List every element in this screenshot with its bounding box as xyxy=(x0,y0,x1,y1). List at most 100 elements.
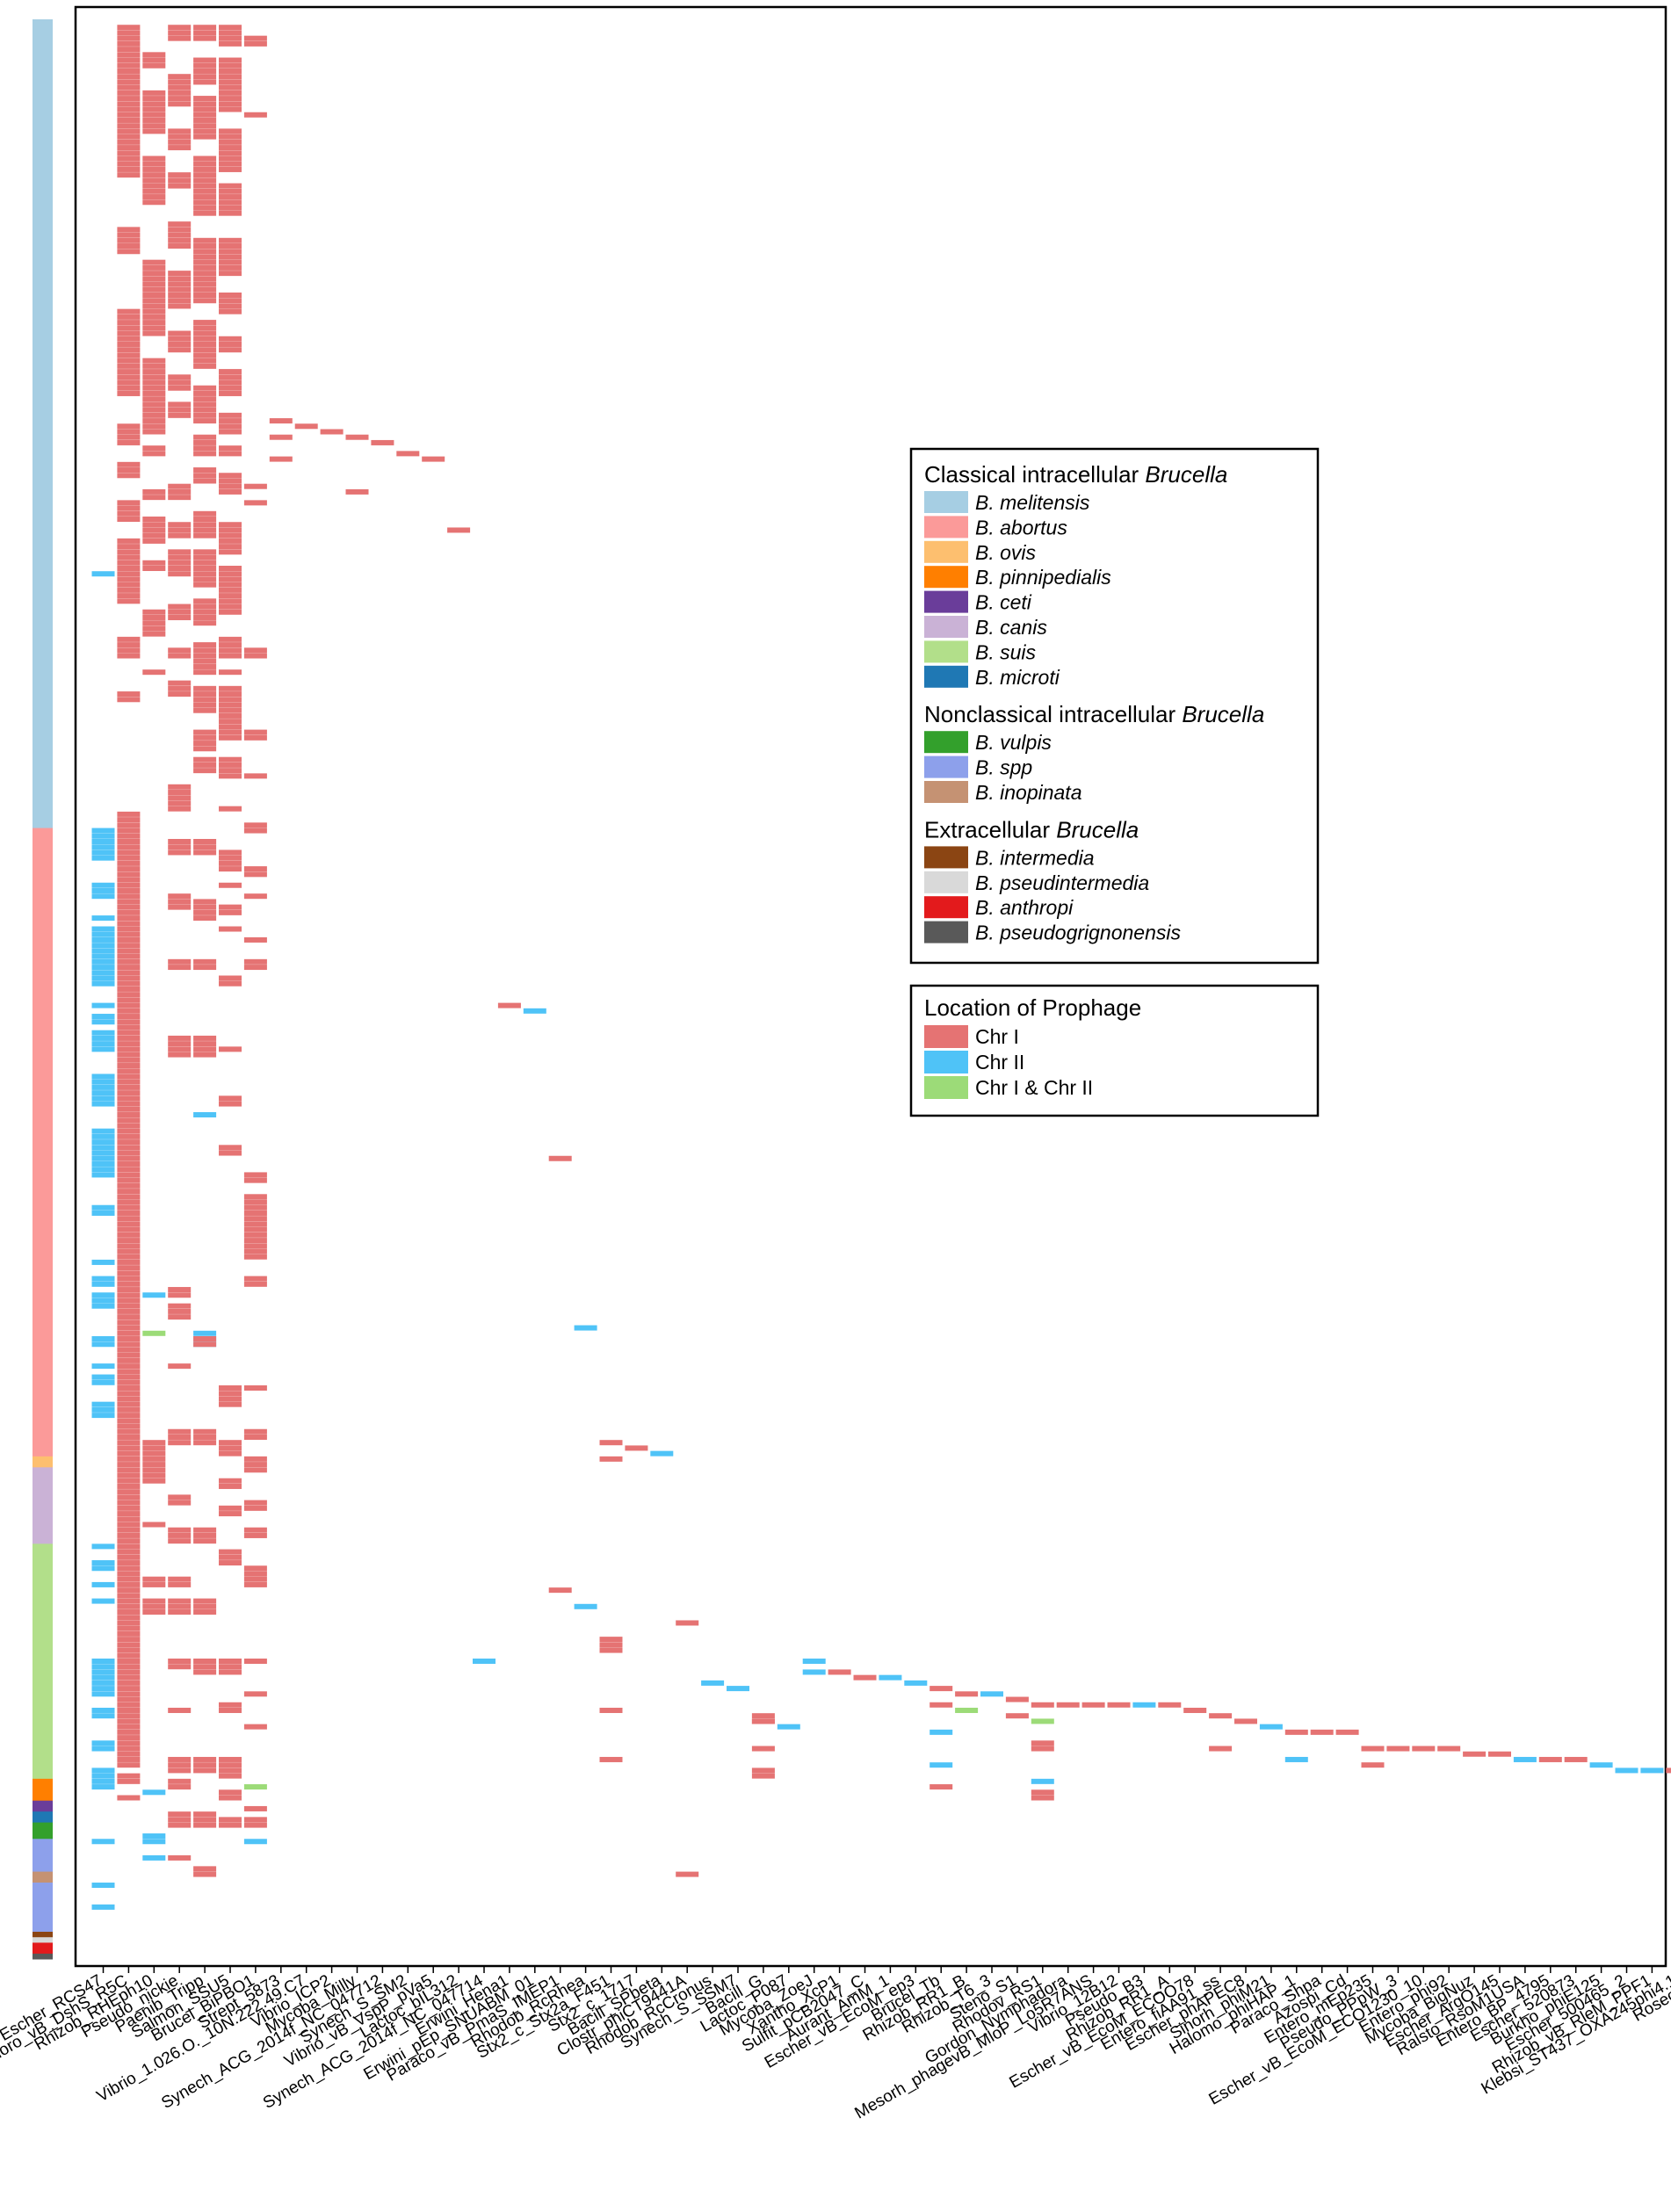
cell-c3-r285 xyxy=(168,1576,192,1582)
cell-c10-r86 xyxy=(345,488,369,495)
cell-c1-r247 xyxy=(117,1369,141,1375)
cell-c6-r259 xyxy=(243,1434,267,1440)
cell-c2-r110 xyxy=(142,620,166,626)
cell-c5-r131 xyxy=(219,734,242,741)
cell-c0-r279 xyxy=(91,1543,115,1550)
cell-c4-r63 xyxy=(193,363,217,369)
cell-c55-r317 xyxy=(1488,1751,1511,1757)
cell-c3-r86 xyxy=(168,488,192,495)
cell-c4-r118 xyxy=(193,663,217,669)
cell-c5-r153 xyxy=(219,855,242,861)
cell-c5-r301 xyxy=(219,1664,242,1670)
cell-c1-r115 xyxy=(117,647,141,654)
cell-c3-r108 xyxy=(168,609,192,615)
cell-c3-r290 xyxy=(168,1603,192,1609)
cell-c2-r45 xyxy=(142,264,166,271)
cell-c2-r70 xyxy=(142,401,166,408)
cell-c4-r9 xyxy=(193,68,217,74)
cell-c1-r270 xyxy=(117,1494,141,1500)
cell-c4-r11 xyxy=(193,79,217,85)
cell-c1-r299 xyxy=(117,1652,141,1659)
cell-c1-r202 xyxy=(117,1123,141,1129)
cell-c0-r149 xyxy=(91,833,115,839)
cell-c6-r115 xyxy=(243,647,267,654)
cell-c1-r284 xyxy=(117,1571,141,1577)
cell-c2-r16 xyxy=(142,106,166,112)
cell-c5-r280 xyxy=(219,1549,242,1555)
cell-c0-r197 xyxy=(91,1095,115,1102)
cell-c1-r300 xyxy=(117,1659,141,1664)
cell-c2-r49 xyxy=(142,286,166,293)
cell-c38-r308 xyxy=(1056,1702,1080,1708)
cell-c0-r249 xyxy=(91,1379,115,1385)
cell-c5-r85 xyxy=(219,483,242,489)
cell-c20-r263 xyxy=(599,1456,623,1462)
cell-c2-r71 xyxy=(142,407,166,413)
cell-c0-r170 xyxy=(91,948,115,954)
cell-c3-r322 xyxy=(168,1778,192,1784)
cell-c1-r6 xyxy=(117,52,141,58)
cell-c4-r163 xyxy=(193,909,217,915)
cell-c23-r293 xyxy=(676,1620,699,1626)
cell-c3-r2 xyxy=(168,30,192,36)
cell-c4-r55 xyxy=(193,320,217,326)
cell-c1-r200 xyxy=(117,1112,141,1117)
cell-c1-r66 xyxy=(117,380,141,386)
cell-c0-r203 xyxy=(91,1128,115,1134)
cell-c1-r60 xyxy=(117,347,141,353)
cell-c3-r98 xyxy=(168,554,192,560)
cell-c1-r38 xyxy=(117,227,141,233)
cell-c3-r85 xyxy=(168,483,192,489)
cell-c1-r191 xyxy=(117,1063,141,1069)
cell-c6-r216 xyxy=(243,1199,267,1205)
cell-c5-r330 xyxy=(219,1822,242,1828)
cell-c5-r155 xyxy=(219,866,242,872)
cell-c2-r112 xyxy=(142,631,166,637)
cell-c4-r260 xyxy=(193,1440,217,1446)
cell-c1-r39 xyxy=(117,232,141,238)
cell-c5-r302 xyxy=(219,1669,242,1675)
cell-c0-r282 xyxy=(91,1560,115,1566)
cell-c2-r48 xyxy=(142,281,166,287)
cell-c5-r318 xyxy=(219,1756,242,1762)
cell-c4-r290 xyxy=(193,1603,217,1609)
cell-c4-r28 xyxy=(193,172,217,178)
cell-c3-r140 xyxy=(168,784,192,790)
cell-c1-r322 xyxy=(117,1778,141,1784)
cell-c0-r151 xyxy=(91,844,115,850)
species-legend-group-title-1: Nonclassical intracellular Brucella xyxy=(924,701,1264,727)
cell-c1-r106 xyxy=(117,598,141,604)
cell-c2-r8 xyxy=(142,62,166,69)
cell-c4-r124 xyxy=(193,697,217,703)
cell-c3-r115 xyxy=(168,647,192,654)
cell-c28-r300 xyxy=(802,1659,826,1664)
cell-c0-r286 xyxy=(91,1581,115,1587)
cell-c2-r267 xyxy=(142,1478,166,1484)
cell-c1-r311 xyxy=(117,1718,141,1724)
cell-c1-r203 xyxy=(117,1128,141,1134)
cell-c20-r297 xyxy=(599,1642,623,1648)
cell-c4-r107 xyxy=(193,604,217,610)
cell-c4-r173 xyxy=(193,965,217,971)
cell-c5-r321 xyxy=(219,1773,242,1779)
cell-c1-r28 xyxy=(117,172,141,178)
cell-c15-r300 xyxy=(473,1659,496,1664)
cell-c1-r206 xyxy=(117,1145,141,1151)
cell-c3-r260 xyxy=(168,1440,192,1446)
cell-c4-r61 xyxy=(193,352,217,358)
cell-c1-r22 xyxy=(117,139,141,145)
cell-c6-r300 xyxy=(243,1659,267,1664)
cell-c2-r108 xyxy=(142,609,166,615)
cell-c4-r77 xyxy=(193,439,217,445)
cell-c0-r302 xyxy=(91,1669,115,1675)
cell-c5-r12 xyxy=(219,84,242,90)
cell-c1-r254 xyxy=(117,1406,141,1413)
cell-c0-r187 xyxy=(91,1041,115,1047)
cell-c4-r130 xyxy=(193,729,217,735)
species-swatch-0-7 xyxy=(924,665,968,688)
cell-c1-r273 xyxy=(117,1511,141,1517)
cell-c0-r198 xyxy=(91,1101,115,1107)
cell-c0-r168 xyxy=(91,936,115,943)
cell-c1-r193 xyxy=(117,1073,141,1080)
cell-c1-r231 xyxy=(117,1281,141,1287)
